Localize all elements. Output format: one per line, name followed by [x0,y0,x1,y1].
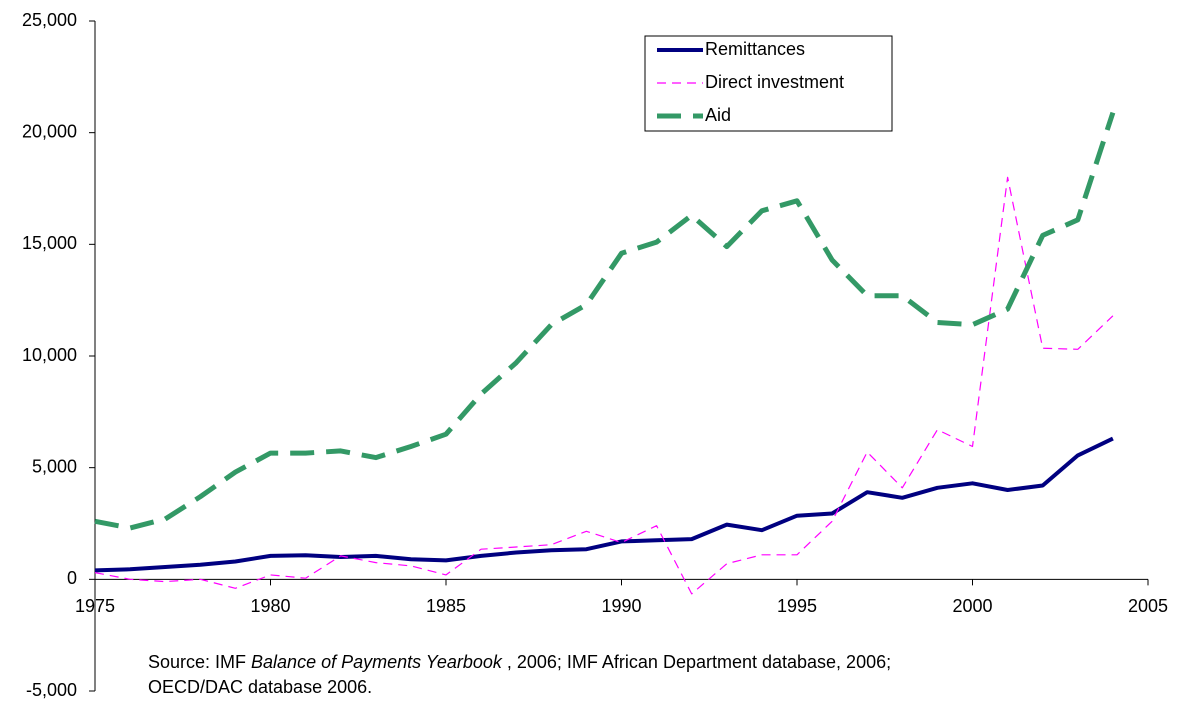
line-series [94,176,1114,595]
y-tick-label: 5,000 [32,456,77,476]
x-tick-label: 1975 [75,596,115,616]
x-tick-label: 2005 [1128,596,1168,616]
x-tick-label: 1985 [426,596,466,616]
line-series [94,436,1114,573]
y-tick-label: -5,000 [26,680,77,700]
y-tick-label: 0 [67,568,77,588]
x-tick-label: 2000 [952,596,992,616]
legend-label: Aid [705,105,731,125]
source-text: Source: IMF [148,652,251,672]
source-text: Balance of Payments Yearbook [251,652,503,672]
source-text: OECD/DAC database 2006. [148,677,372,697]
y-tick-label: 15,000 [22,233,77,253]
y-tick-label: 20,000 [22,121,77,141]
legend-label: Remittances [705,39,805,59]
line-series [94,111,1116,531]
x-tick-label: 1995 [777,596,817,616]
source-note: Source: IMF Balance of Payments Yearbook… [148,652,891,672]
source-text: , 2006; IMF African Department database,… [502,652,891,672]
x-tick-label: 1990 [601,596,641,616]
y-tick-label: 25,000 [22,10,77,30]
legend-label: Direct investment [705,72,844,92]
x-tick-label: 1980 [250,596,290,616]
y-tick-label: 10,000 [22,345,77,365]
